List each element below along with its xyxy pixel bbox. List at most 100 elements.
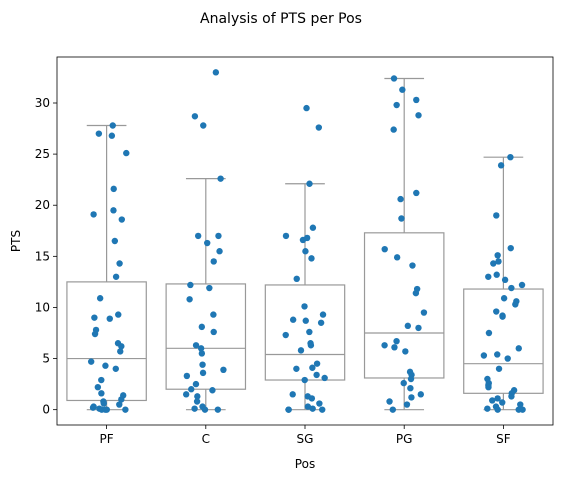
data-point [112, 365, 119, 372]
data-point [191, 405, 198, 412]
x-tick-label: SF [496, 432, 511, 446]
chart-title: Analysis of PTS per Pos [200, 11, 362, 27]
data-point [517, 401, 524, 408]
data-point [303, 104, 310, 112]
data-point [210, 311, 217, 318]
points-pg [381, 75, 428, 413]
data-point [194, 393, 201, 400]
data-point [493, 212, 500, 219]
data-point [420, 309, 428, 316]
data-point [484, 405, 491, 412]
box-sg [264, 183, 346, 411]
box-pg [363, 77, 445, 411]
data-point [102, 406, 109, 413]
data-point [402, 348, 409, 355]
data-point [493, 308, 500, 315]
data-point [304, 403, 312, 410]
data-point [306, 180, 313, 187]
y-tick-label: 25 [35, 147, 50, 161]
data-point [309, 224, 317, 231]
data-point [495, 258, 502, 265]
data-point [192, 342, 200, 349]
data-point [515, 345, 522, 352]
box-iqr [264, 284, 346, 381]
data-point [216, 248, 223, 255]
data-point [308, 255, 315, 262]
data-point [220, 366, 227, 373]
data-point [118, 343, 125, 350]
box-pf [66, 124, 147, 411]
data-point [307, 342, 315, 349]
data-point [398, 215, 405, 222]
y-axis-label: PTS [9, 230, 23, 252]
data-point [106, 315, 113, 322]
data-point [201, 406, 209, 413]
data-point [301, 376, 308, 384]
data-point [501, 276, 509, 284]
data-point [90, 211, 97, 218]
data-point [321, 374, 328, 382]
points-pf [87, 122, 130, 413]
data-point [199, 361, 206, 368]
data-point [89, 404, 97, 411]
y-tick-label: 20 [35, 198, 50, 212]
data-point [309, 364, 316, 371]
data-point [415, 112, 422, 119]
data-point [122, 406, 129, 413]
data-point [315, 124, 323, 131]
data-point [198, 350, 206, 357]
data-point [494, 406, 501, 413]
data-point [389, 406, 397, 413]
y-tick-label: 30 [35, 96, 50, 110]
data-point [397, 195, 404, 203]
data-point [187, 281, 194, 289]
x-tick-label: PG [396, 432, 413, 446]
data-point [417, 391, 424, 398]
data-point [507, 244, 514, 252]
data-point [390, 75, 398, 82]
data-point [209, 387, 216, 394]
data-point [494, 252, 501, 259]
data-point [313, 360, 321, 367]
x-tick-label: SG [297, 432, 314, 446]
data-point [499, 399, 506, 406]
data-point [508, 284, 515, 292]
data-point [313, 371, 320, 379]
data-point [214, 406, 222, 413]
data-point [115, 311, 122, 318]
data-point [412, 289, 420, 297]
x-axis-label: Pos [295, 457, 315, 471]
data-point [192, 380, 200, 388]
data-point [96, 295, 104, 302]
data-point [182, 391, 190, 398]
data-point [497, 162, 505, 169]
data-point [282, 331, 289, 339]
data-point [302, 248, 309, 255]
data-point [210, 258, 217, 265]
points-sf [480, 153, 526, 413]
data-point [485, 273, 492, 280]
data-point [100, 400, 107, 407]
data-point [400, 379, 407, 387]
data-point [200, 122, 207, 129]
data-point [217, 175, 224, 182]
data-point [98, 390, 105, 397]
data-point [210, 328, 217, 336]
x-tick-label: PF [100, 432, 114, 446]
data-point [316, 400, 323, 407]
data-point [403, 401, 411, 408]
points-c [182, 69, 227, 413]
data-point [183, 372, 191, 380]
data-point [95, 130, 103, 137]
data-point [293, 275, 300, 283]
data-point [110, 207, 117, 214]
data-point [118, 216, 126, 223]
x-axis: PF C SG PG SF [100, 425, 511, 446]
data-point [495, 365, 503, 372]
data-point [390, 126, 397, 133]
data-point [204, 239, 211, 247]
data-point [500, 295, 508, 302]
data-point [94, 383, 102, 391]
